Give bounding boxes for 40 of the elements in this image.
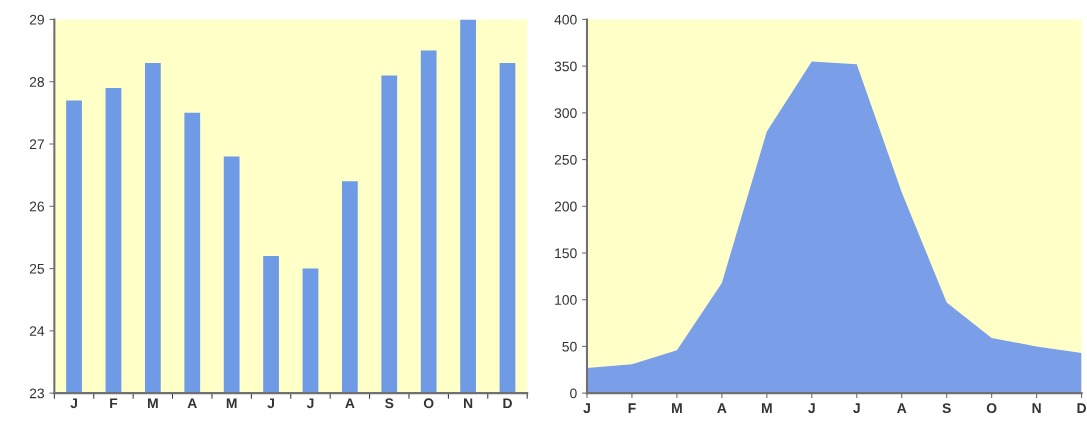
- x-tick-label: J: [853, 403, 860, 414]
- y-tick-label: 26: [29, 201, 45, 212]
- y-tick-label: 29: [29, 14, 44, 25]
- x-tick-label: A: [187, 398, 197, 409]
- y-tick-label: 150: [555, 248, 577, 259]
- y-tick-label: 400: [554, 14, 577, 25]
- x-tick-label: S: [942, 403, 951, 414]
- x-tick-label: A: [897, 403, 907, 413]
- y-tick-label: 350: [554, 61, 577, 72]
- x-tick-label: N: [1032, 403, 1041, 413]
- x-tick-label: J: [583, 403, 590, 414]
- x-tick-label: A: [345, 398, 355, 409]
- x-tick-label: D: [1077, 403, 1086, 413]
- y-tick-label: 300: [554, 108, 577, 119]
- x-tick-label: M: [148, 398, 158, 409]
- x-tick-label: J: [267, 398, 274, 409]
- y-tick-label: 50: [562, 341, 577, 352]
- x-tick-label: O: [986, 403, 997, 414]
- y-tick-label: 23: [29, 388, 45, 399]
- x-tick-label: A: [717, 403, 727, 413]
- y-tick-label: 28: [29, 77, 45, 87]
- y-tick-label: 250: [554, 154, 577, 165]
- x-tick-label: S: [385, 398, 394, 409]
- x-tick-label: J: [306, 398, 314, 409]
- y-tick-label: 25: [29, 263, 45, 274]
- x-tick-label: M: [672, 403, 682, 413]
- y-tick-label: 100: [555, 295, 577, 305]
- x-tick-label: J: [70, 398, 77, 409]
- x-tick-label: O: [423, 398, 434, 409]
- y-tick-label: 24: [29, 326, 45, 336]
- x-tick-label: F: [110, 398, 118, 409]
- y-tick-label: 0: [570, 388, 577, 399]
- x-tick-label: F: [628, 403, 636, 413]
- x-tick-label: J: [808, 403, 815, 414]
- y-tick-label: 200: [554, 201, 577, 212]
- y-tick-label: 27: [29, 139, 44, 150]
- x-tick-label: N: [464, 398, 473, 409]
- x-tick-label: D: [503, 398, 512, 409]
- x-tick-label: M: [226, 398, 237, 409]
- x-tick-label: M: [761, 403, 772, 413]
